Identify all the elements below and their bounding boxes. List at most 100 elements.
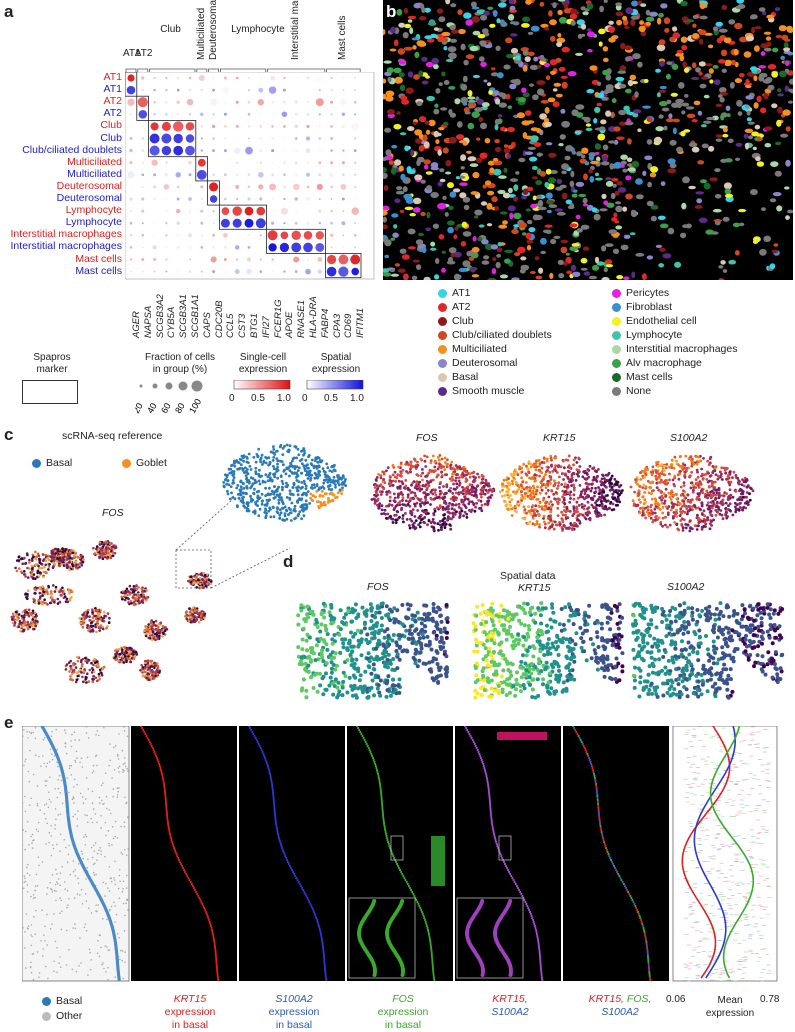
dot <box>138 97 148 107</box>
cell <box>606 264 613 267</box>
cell <box>408 16 417 19</box>
cell <box>540 2 545 7</box>
cell <box>735 250 740 256</box>
cell <box>419 116 426 122</box>
expression-point <box>403 503 406 506</box>
cell <box>615 201 621 204</box>
expression-point <box>447 511 450 514</box>
cell <box>668 228 675 235</box>
umap-point <box>75 681 78 684</box>
cell <box>570 171 574 178</box>
cell <box>545 107 550 114</box>
expression-point <box>451 503 454 506</box>
cell <box>438 127 444 130</box>
cell <box>507 105 512 109</box>
umap-point <box>105 627 108 630</box>
dot <box>142 247 144 249</box>
cell <box>393 224 397 229</box>
cell <box>683 61 687 68</box>
gene-label: CYB5A <box>166 307 177 338</box>
cell <box>408 229 416 235</box>
umap-point <box>75 666 78 669</box>
dot <box>225 138 227 140</box>
umap-point <box>130 661 133 664</box>
umap-point <box>99 669 102 672</box>
cell <box>589 154 594 161</box>
sc-expression-title: Single-cell expression <box>232 352 294 376</box>
cell <box>627 167 636 171</box>
cell <box>498 175 507 179</box>
cell <box>595 143 601 150</box>
cell <box>714 168 720 172</box>
expression-point <box>463 495 466 498</box>
cell <box>555 187 562 191</box>
umap-point <box>92 625 95 628</box>
expression-point <box>408 500 411 503</box>
cell <box>476 138 480 141</box>
umap-point <box>90 622 93 625</box>
expression-point <box>471 472 474 475</box>
cell <box>493 169 501 176</box>
dot <box>173 146 183 156</box>
expression-point <box>411 491 414 494</box>
gene-label: RNASE1 <box>296 300 307 338</box>
cell <box>557 212 566 216</box>
expression-point <box>412 508 415 511</box>
expression-point <box>392 521 395 524</box>
cell <box>697 160 704 164</box>
cell <box>450 39 457 43</box>
cell <box>540 58 546 62</box>
cell <box>500 274 508 278</box>
expression-point <box>554 498 557 501</box>
dot <box>127 171 134 178</box>
cell <box>765 143 772 147</box>
umap-point <box>80 659 83 662</box>
umap-point <box>153 673 156 676</box>
row-label: Lymphocyte <box>0 216 122 228</box>
umap-point <box>65 668 68 671</box>
expression-point <box>444 457 447 460</box>
cell <box>536 128 541 133</box>
cell <box>487 203 493 210</box>
cell <box>423 134 428 141</box>
expression-point <box>548 515 551 518</box>
umap-point <box>102 628 105 631</box>
expression-point <box>402 496 405 499</box>
cell <box>613 249 619 254</box>
umap-point <box>69 665 72 668</box>
dot <box>281 208 288 215</box>
celltype-legend-item: Club/ciliated doublets <box>438 329 552 341</box>
cell <box>687 114 696 119</box>
cell <box>655 126 663 131</box>
cell <box>780 134 788 138</box>
cell <box>673 127 677 134</box>
cell <box>403 273 409 280</box>
cell <box>751 132 759 137</box>
expression-point <box>561 490 564 493</box>
cell <box>581 117 587 120</box>
expression-point <box>394 500 397 503</box>
dot <box>224 258 227 261</box>
expression-point <box>516 503 519 506</box>
umap-point <box>146 633 149 636</box>
expression-point <box>454 513 457 516</box>
expression-point <box>481 481 484 484</box>
dot <box>189 222 191 224</box>
expression-point <box>408 524 411 527</box>
cell <box>699 39 703 45</box>
cell <box>548 177 556 183</box>
expression-point <box>433 498 436 501</box>
cell <box>496 262 501 268</box>
cell <box>675 99 684 104</box>
cell <box>507 127 515 132</box>
cell <box>699 61 706 66</box>
cell <box>449 137 457 144</box>
cell <box>498 242 503 246</box>
cell <box>625 7 633 14</box>
umap-point <box>146 673 149 676</box>
cell <box>509 84 516 90</box>
cell <box>761 207 766 211</box>
cell <box>556 58 562 63</box>
cell <box>654 137 662 144</box>
dot <box>307 210 309 212</box>
